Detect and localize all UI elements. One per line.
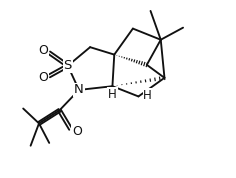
Text: O: O [39,71,49,84]
Text: H: H [108,88,117,101]
Text: O: O [39,44,49,57]
Text: H: H [143,89,152,102]
Text: N: N [74,83,84,96]
Text: O: O [72,125,82,138]
Text: S: S [64,59,72,72]
